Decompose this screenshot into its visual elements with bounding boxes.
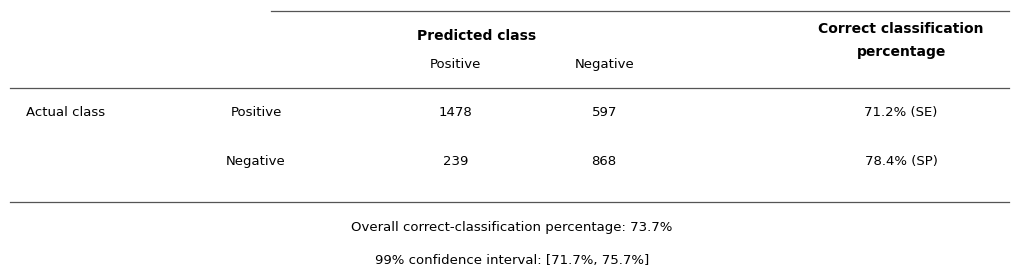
Text: 239: 239 bbox=[443, 155, 468, 168]
Text: Positive: Positive bbox=[230, 107, 282, 119]
Text: Negative: Negative bbox=[226, 155, 286, 168]
Text: Positive: Positive bbox=[430, 58, 481, 71]
Text: 99% confidence interval: [71.7%, 75.7%]: 99% confidence interval: [71.7%, 75.7%] bbox=[375, 254, 649, 267]
Text: 597: 597 bbox=[592, 107, 616, 119]
Text: Negative: Negative bbox=[574, 58, 634, 71]
Text: Overall correct-classification percentage: 73.7%: Overall correct-classification percentag… bbox=[351, 221, 673, 234]
Text: 71.2% (SE): 71.2% (SE) bbox=[864, 107, 938, 119]
Text: Actual class: Actual class bbox=[26, 107, 104, 119]
Text: 1478: 1478 bbox=[439, 107, 472, 119]
Text: 868: 868 bbox=[592, 155, 616, 168]
Text: 78.4% (SP): 78.4% (SP) bbox=[864, 155, 938, 168]
Text: Predicted class: Predicted class bbox=[417, 29, 536, 43]
Text: Correct classification
percentage: Correct classification percentage bbox=[818, 22, 984, 59]
